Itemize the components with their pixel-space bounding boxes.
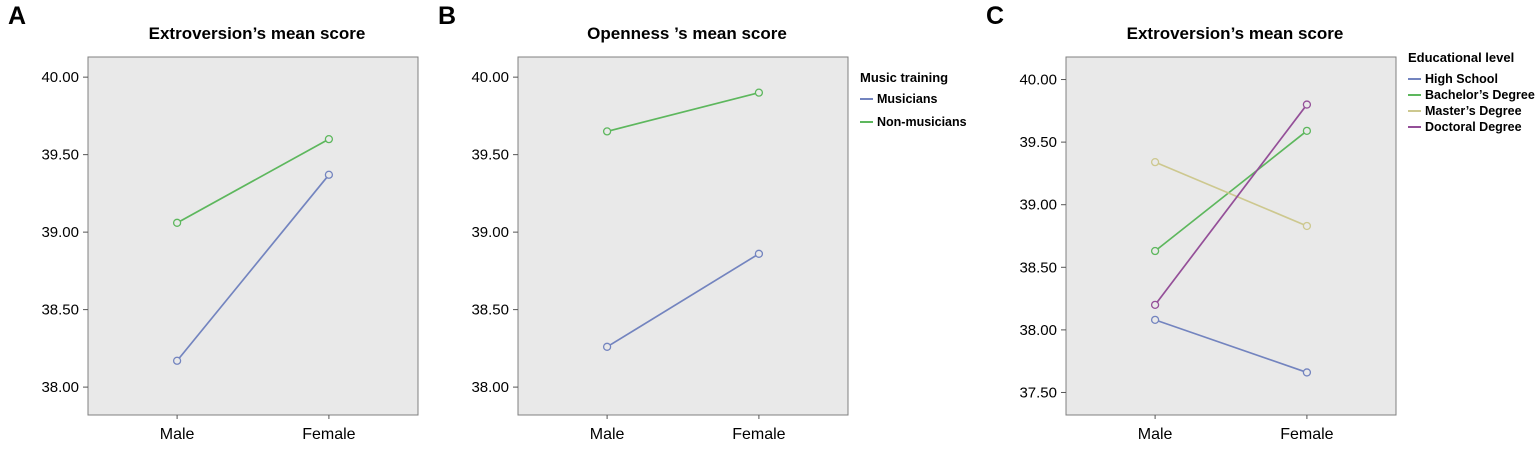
y-tick-label: 39.00 — [471, 224, 509, 241]
data-point-marker — [1302, 126, 1312, 136]
x-tick-label: Female — [732, 426, 785, 443]
y-tick-label: 40.00 — [41, 69, 79, 86]
legend-title: Educational level — [1408, 50, 1515, 65]
series-line — [1154, 104, 1308, 306]
series-line — [606, 253, 760, 348]
y-tick-label: 39.00 — [1019, 197, 1057, 214]
y-tick-label: 40.00 — [1019, 72, 1057, 89]
line-chart-extroversion-by-gender: 38.00 38.50 39.00 39.50 40.00 Male Female — [41, 56, 419, 443]
series-line — [1154, 161, 1308, 227]
data-point-marker — [1150, 300, 1160, 309]
data-point-marker — [602, 342, 612, 351]
plot-background — [1065, 56, 1397, 416]
legend-label: Musicians — [877, 92, 938, 106]
legend-swatch — [860, 98, 873, 100]
data-point-marker — [1150, 315, 1160, 325]
legend-item: Bachelor’s Degree — [1408, 88, 1535, 102]
y-tick-label: 38.00 — [1019, 322, 1057, 339]
x-tick-label: Male — [160, 426, 195, 443]
legend-title: Music training — [860, 70, 949, 85]
legend-item: Non-musicians — [860, 115, 967, 129]
plot-background — [87, 56, 419, 416]
series-line — [176, 174, 330, 362]
data-point-marker — [602, 127, 612, 136]
data-point-marker — [1302, 368, 1312, 377]
legend-swatch — [1408, 126, 1421, 128]
panel-c: C Extroversion’s mean score 37.50 38.00 38… — [978, 0, 1535, 462]
x-tick-label: Male — [1138, 426, 1173, 443]
data-point-marker — [1150, 157, 1160, 167]
y-tick-label: 39.50 — [471, 147, 509, 164]
series-line — [1154, 130, 1308, 252]
plot-background — [517, 56, 849, 416]
legend-music-training: Music training Musicians Non-musicians — [860, 70, 967, 138]
y-tick-label: 38.00 — [41, 379, 79, 396]
panel-b: B Openness ’s mean score 38.00 38.50 39.00… — [430, 0, 978, 462]
y-tick-label: 39.50 — [1019, 134, 1057, 151]
chart-title-b: Openness ’s mean score — [587, 24, 787, 43]
panel-a: A Extroversion’s mean score 38.00 38.50 39… — [0, 0, 430, 462]
legend-label: High School — [1425, 72, 1498, 86]
legend-label: Master’s Degree — [1425, 104, 1522, 118]
legend-item: Master’s Degree — [1408, 104, 1535, 118]
data-point-marker — [172, 218, 182, 227]
legend-swatch — [1408, 94, 1421, 96]
y-tick-label: 38.50 — [1019, 259, 1057, 276]
data-point-marker — [1302, 100, 1312, 109]
data-point-marker — [754, 88, 764, 97]
x-tick-label: Male — [590, 426, 625, 443]
data-point-marker — [172, 356, 182, 365]
data-point-marker — [1302, 221, 1312, 231]
data-point-marker — [754, 249, 764, 258]
y-tick-label: 38.50 — [471, 302, 509, 319]
x-tick-label: Female — [302, 426, 355, 443]
legend-swatch — [1408, 78, 1421, 80]
legend-label: Bachelor’s Degree — [1425, 88, 1535, 102]
chart-title-a: Extroversion’s mean score — [148, 24, 366, 43]
panel-label-c: C — [986, 2, 1005, 30]
line-chart-extroversion-by-education: 37.50 38.00 38.50 39.00 39.50 40.00 Male Female — [1019, 56, 1397, 443]
y-tick-label: 37.50 — [1019, 384, 1057, 401]
data-point-marker — [324, 134, 334, 144]
data-point-marker — [1150, 246, 1160, 256]
legend-swatch — [860, 121, 873, 123]
chart-title-c: Extroversion’s mean score — [1126, 24, 1344, 43]
legend-label: Non-musicians — [877, 115, 967, 129]
series-line — [176, 138, 330, 224]
panel-label-b: B — [438, 2, 457, 30]
legend-label: Doctoral Degree — [1425, 120, 1522, 134]
y-tick-label: 39.50 — [41, 147, 79, 164]
data-point-marker — [324, 170, 334, 179]
y-tick-label: 40.00 — [471, 69, 509, 86]
legend-educational-level: Educational level High School Bachelor’s D… — [1408, 50, 1535, 136]
y-tick-label: 38.50 — [41, 302, 79, 319]
x-tick-label: Female — [1280, 426, 1333, 443]
series-line — [606, 91, 760, 133]
legend-item: High School — [1408, 72, 1535, 86]
y-tick-label: 38.00 — [471, 379, 509, 396]
panel-label-a: A — [8, 2, 27, 30]
legend-item: Musicians — [860, 92, 967, 106]
legend-swatch — [1408, 110, 1421, 112]
series-line — [1154, 319, 1308, 374]
legend-item: Doctoral Degree — [1408, 120, 1535, 134]
line-chart-openness-by-gender: 38.00 38.50 39.00 39.50 40.00 Male Female — [471, 56, 849, 443]
y-tick-label: 39.00 — [41, 224, 79, 241]
